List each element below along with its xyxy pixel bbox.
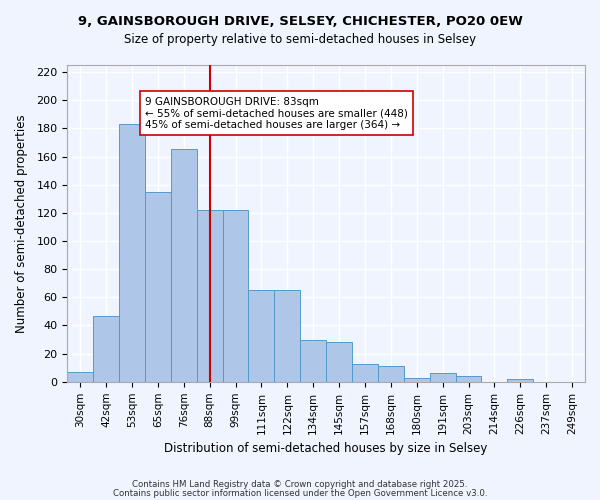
X-axis label: Distribution of semi-detached houses by size in Selsey: Distribution of semi-detached houses by … [164, 442, 488, 455]
Bar [378, 366, 404, 382]
Bar [352, 364, 378, 382]
Bar [223, 210, 248, 382]
Bar [455, 376, 481, 382]
Bar [197, 210, 223, 382]
Bar [248, 290, 274, 382]
Text: 9 GAINSBOROUGH DRIVE: 83sqm
← 55% of semi-detached houses are smaller (448)
45% : 9 GAINSBOROUGH DRIVE: 83sqm ← 55% of sem… [145, 96, 408, 130]
Y-axis label: Number of semi-detached properties: Number of semi-detached properties [15, 114, 28, 332]
Bar [171, 150, 197, 382]
Bar [404, 378, 430, 382]
Bar [508, 379, 533, 382]
Bar [145, 192, 171, 382]
Text: Contains HM Land Registry data © Crown copyright and database right 2025.: Contains HM Land Registry data © Crown c… [132, 480, 468, 489]
Bar [93, 316, 119, 382]
Bar [430, 374, 455, 382]
Bar [274, 290, 300, 382]
Bar [300, 340, 326, 382]
Bar [326, 342, 352, 382]
Bar [119, 124, 145, 382]
Text: Contains public sector information licensed under the Open Government Licence v3: Contains public sector information licen… [113, 488, 487, 498]
Bar [67, 372, 93, 382]
Text: Size of property relative to semi-detached houses in Selsey: Size of property relative to semi-detach… [124, 32, 476, 46]
Text: 9, GAINSBOROUGH DRIVE, SELSEY, CHICHESTER, PO20 0EW: 9, GAINSBOROUGH DRIVE, SELSEY, CHICHESTE… [77, 15, 523, 28]
